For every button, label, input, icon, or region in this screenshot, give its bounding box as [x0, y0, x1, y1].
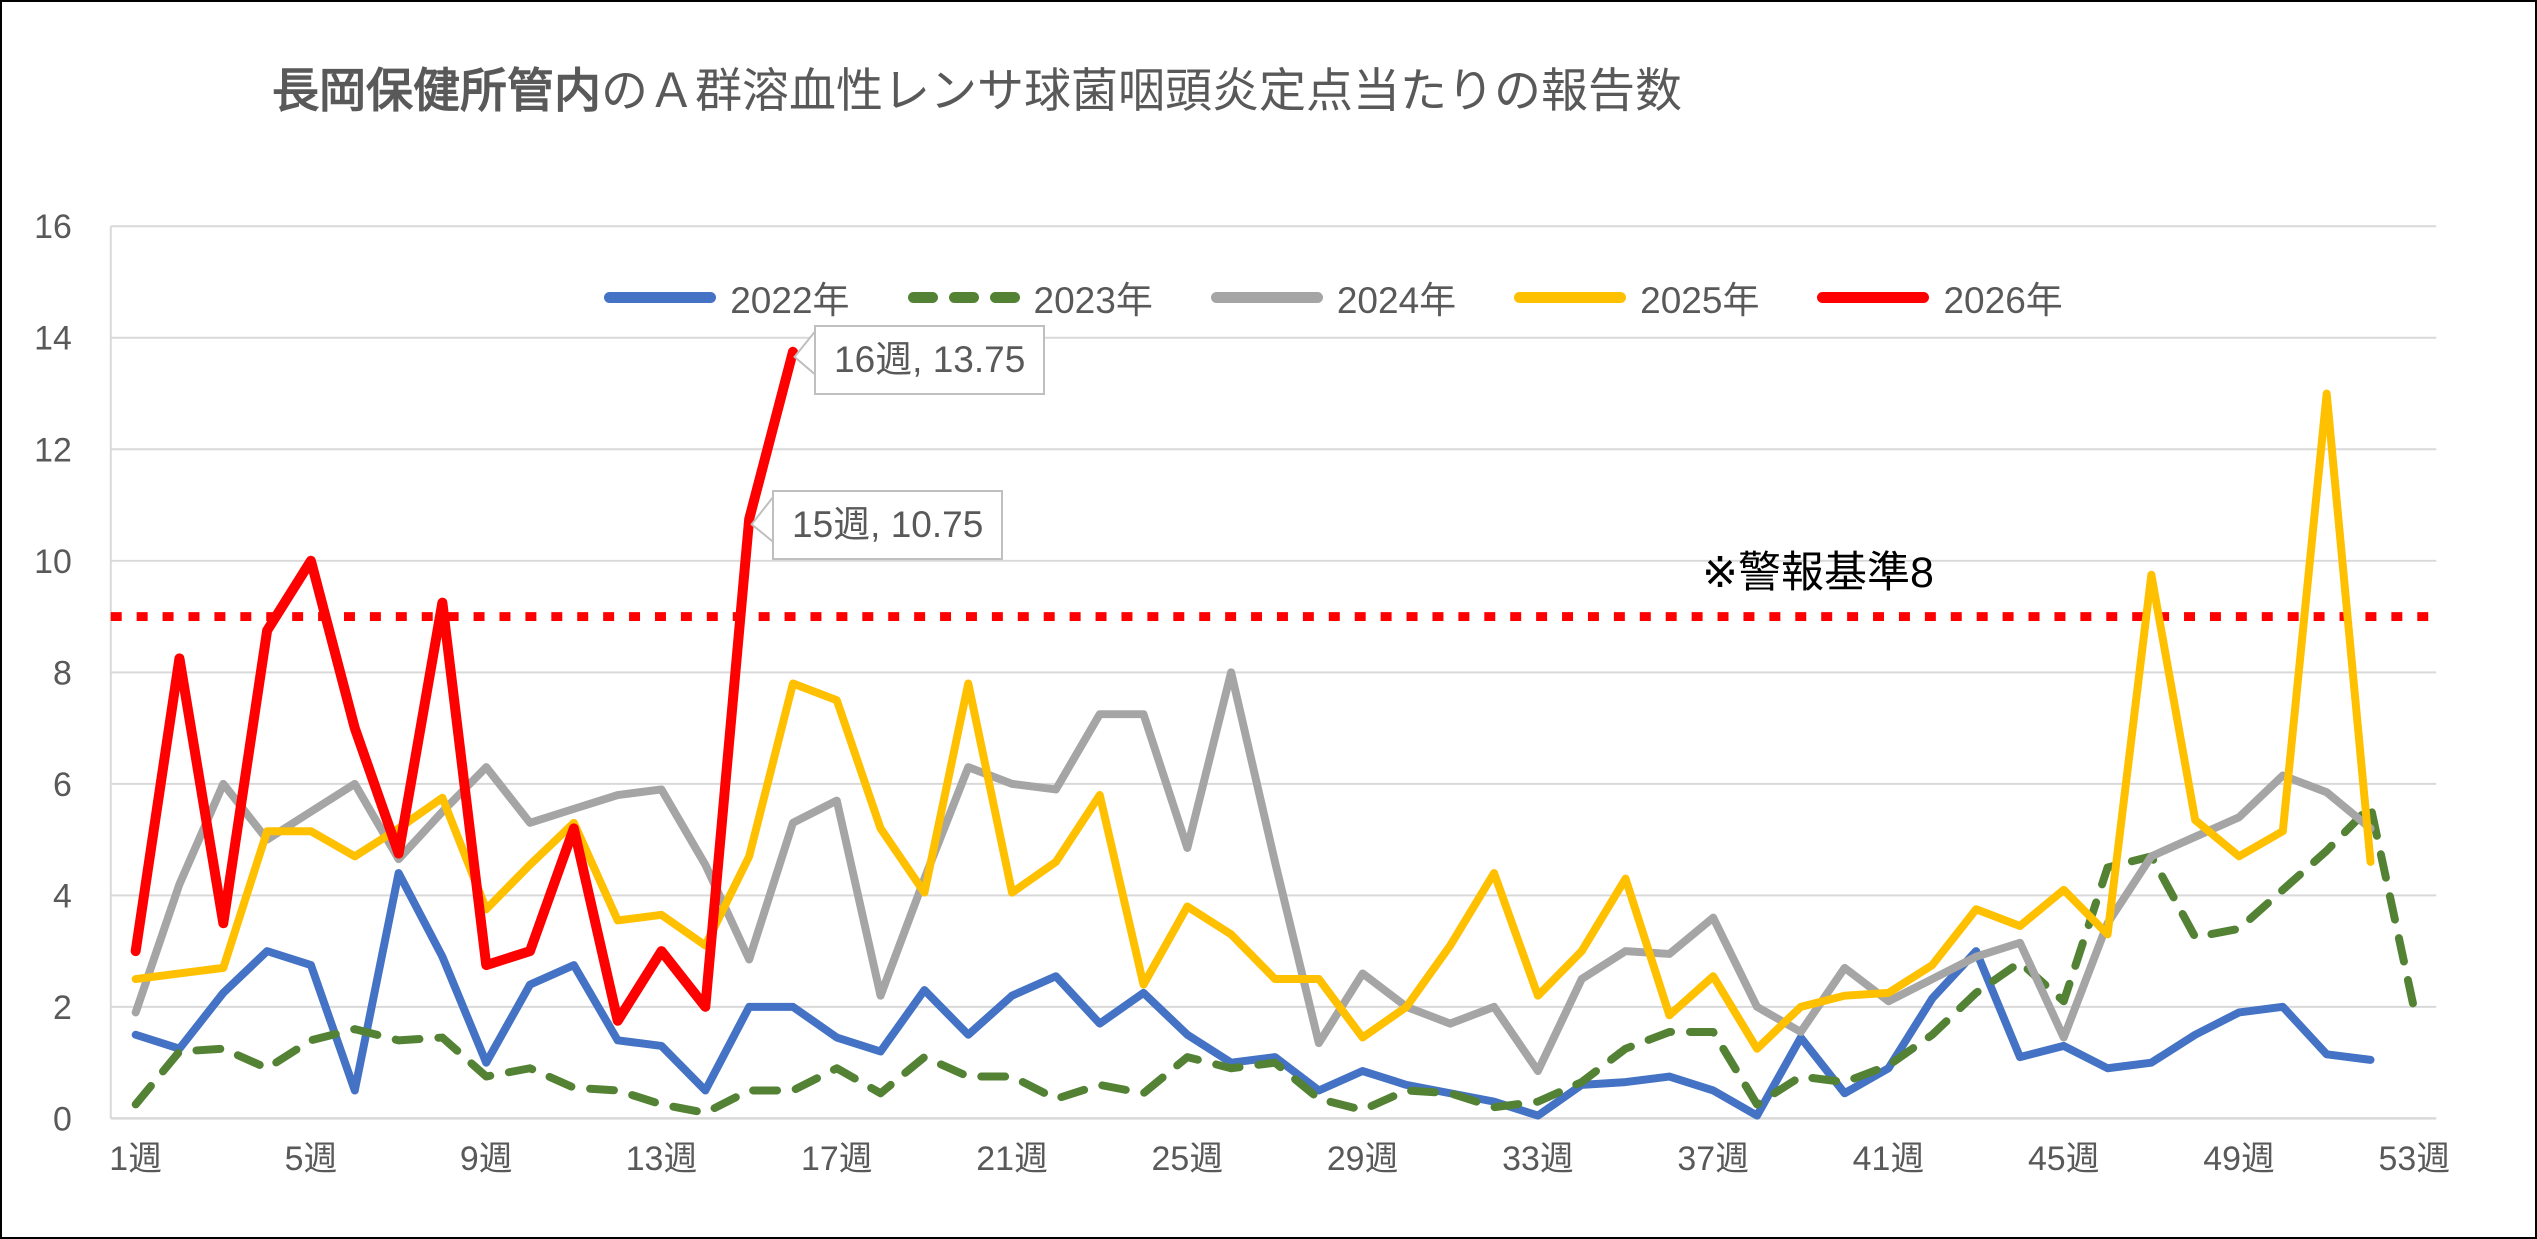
legend-item-2022年: 2022年 — [604, 270, 850, 324]
x-tick-9: 9週 — [460, 1140, 513, 1178]
legend-swatch-2024年 — [1210, 291, 1323, 303]
legend-swatch-2026年 — [1817, 291, 1930, 303]
legend-label-2023年: 2023年 — [1033, 280, 1153, 321]
x-tick-33: 33週 — [1502, 1140, 1574, 1178]
x-tick-49: 49週 — [2203, 1140, 2275, 1178]
y-tick-14: 14 — [34, 320, 72, 358]
legend-item-2024年: 2024年 — [1210, 270, 1457, 324]
x-tick-1: 1週 — [109, 1140, 162, 1178]
y-tick-16: 16 — [34, 208, 72, 246]
x-tick-5: 5週 — [285, 1140, 338, 1178]
y-tick-8: 8 — [53, 654, 72, 692]
y-tick-0: 0 — [53, 1100, 72, 1138]
x-tick-41: 41週 — [1853, 1140, 1925, 1178]
chart-legend: 2022年 2023年 2024年 2025年 2026年 — [132, 270, 2535, 324]
chart-title-rest: のＡ群溶血性レンサ球菌咽頭炎定点当たりの報告数 — [601, 64, 1682, 117]
legend-label-2026年: 2026年 — [1943, 280, 2063, 321]
x-tick-45: 45週 — [2028, 1140, 2100, 1178]
threshold-annotation: ※警報基準8 — [1702, 549, 1934, 597]
chart-title-bold: 長岡保健所管内 — [272, 64, 601, 117]
x-tick-29: 29週 — [1327, 1140, 1399, 1178]
x-tick-13: 13週 — [626, 1140, 698, 1178]
x-tick-25: 25週 — [1152, 1140, 1224, 1178]
series-2025年 — [131, 389, 2375, 1053]
x-tick-21: 21週 — [976, 1140, 1048, 1178]
x-tick-53: 53週 — [2379, 1140, 2451, 1178]
x-tick-37: 37週 — [1677, 1140, 1749, 1178]
series-2022年 — [131, 869, 2375, 1120]
legend-swatch-2022年 — [604, 291, 717, 303]
data-label-week15: 15週, 10.75 — [772, 490, 1004, 561]
y-tick-4: 4 — [53, 877, 72, 915]
legend-label-2025年: 2025年 — [1640, 280, 1760, 321]
legend-item-2025年: 2025年 — [1514, 270, 1759, 324]
legend-label-2022年: 2022年 — [730, 280, 850, 321]
legend-label-2024年: 2024年 — [1336, 280, 1457, 321]
legend-item-2026年: 2026年 — [1817, 270, 2063, 324]
legend-item-2023年: 2023年 — [907, 270, 1153, 324]
legend-swatch-2023年 — [907, 291, 1020, 303]
y-tick-12: 12 — [34, 431, 72, 469]
data-label-week16: 16週, 13.75 — [814, 325, 1046, 396]
x-tick-17: 17週 — [801, 1140, 873, 1178]
y-tick-6: 6 — [53, 766, 72, 804]
y-tick-2: 2 — [53, 989, 72, 1027]
y-tick-10: 10 — [34, 543, 72, 581]
chart-title: 長岡保健所管内のＡ群溶血性レンサ球菌咽頭炎定点当たりの報告数 — [272, 52, 1682, 121]
legend-swatch-2025年 — [1514, 291, 1627, 303]
series-2026年 — [130, 346, 798, 1026]
series-2024年 — [131, 668, 2375, 1076]
